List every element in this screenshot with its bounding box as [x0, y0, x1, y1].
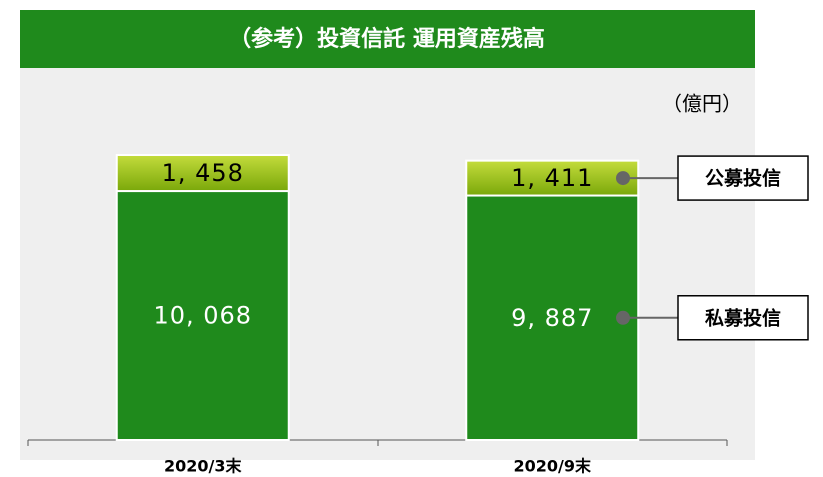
- data-label: 10, 068: [153, 302, 252, 330]
- x-tick-label: 2020/9末: [513, 457, 592, 476]
- data-label: 1, 411: [511, 164, 593, 192]
- legend-box: [677, 155, 809, 201]
- legend-box: [677, 295, 809, 341]
- bar-segment: [465, 159, 640, 197]
- unit-label: （億円）: [662, 92, 742, 116]
- legend-label: 公募投信: [705, 167, 781, 190]
- legend-dot: [616, 171, 630, 186]
- bar-segment: [465, 194, 640, 441]
- x-tick-label: 2020/3末: [164, 457, 243, 476]
- legend-label: 私募投信: [705, 306, 781, 329]
- data-label: 9, 887: [511, 304, 593, 332]
- data-label: 1, 458: [162, 159, 244, 187]
- chart-title: （参考）投資信託 運用資産残高: [229, 26, 545, 52]
- bar-segment: [115, 154, 290, 193]
- title-bar: [20, 10, 755, 68]
- legend-dot: [616, 310, 630, 325]
